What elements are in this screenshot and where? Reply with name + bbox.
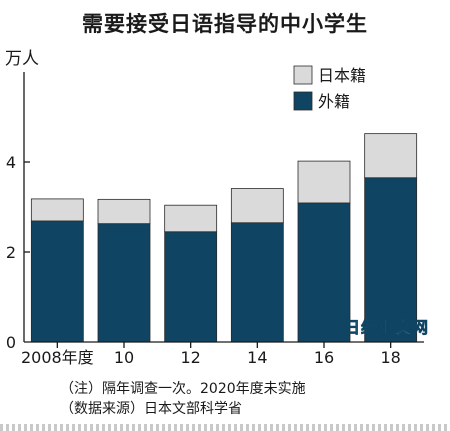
bar-segment-foreign [230, 222, 284, 343]
bar-segment-japanese [97, 198, 151, 225]
note-source: （数据来源）日本文部科学省 [60, 401, 242, 417]
bar-segment-foreign [364, 177, 418, 343]
x-tick-label: 12 [180, 348, 200, 367]
x-tick-label: 14 [247, 348, 267, 367]
bar-segment-foreign [30, 220, 84, 343]
watermark-logo: 日经中文网 [344, 318, 429, 337]
bar-segment-japanese [30, 198, 84, 222]
bar-segment-japanese [164, 204, 218, 233]
legend-label: 外籍 [318, 92, 350, 111]
x-tick-label: 16 [314, 348, 334, 367]
decorative-bottom-band [0, 424, 450, 431]
legend-swatch [293, 65, 313, 85]
bar-segment-foreign [297, 202, 351, 343]
y-axis-unit-label: 万人 [5, 49, 39, 69]
bar-segment-japanese [297, 160, 351, 204]
legend-label: 日本籍 [318, 66, 366, 85]
bar-segment-japanese [230, 188, 284, 224]
y-tick-label: 4 [6, 153, 16, 172]
y-tick-label: 2 [6, 243, 16, 262]
footnotes: （注）隔年调查一次。2020年度未实施 （数据来源）日本文部科学省 [60, 379, 306, 419]
bar-segment-japanese [364, 133, 418, 179]
bar-segment-foreign [164, 231, 218, 343]
bar-segment-foreign [97, 223, 151, 343]
note-survey: （注）隔年调查一次。2020年度未实施 [60, 381, 306, 397]
x-tick-label: 18 [380, 348, 400, 367]
chart-title: 需要接受日语指导的中小学生 [82, 12, 368, 36]
x-tick-label: 10 [114, 348, 134, 367]
legend-swatch [293, 91, 313, 111]
x-tick-label: 2008年度 [21, 348, 94, 367]
y-tick-label: 0 [6, 333, 16, 352]
